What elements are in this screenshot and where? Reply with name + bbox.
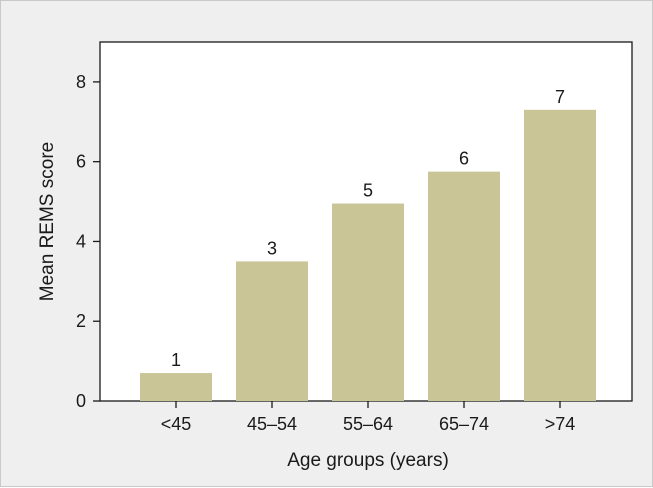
- y-axis-title: Mean REMS score: [37, 142, 58, 301]
- y-axis: 0 2 4 6 8: [76, 72, 100, 411]
- data-label-3: 5: [363, 181, 373, 201]
- y-tick-label-6: 6: [76, 152, 86, 172]
- x-tick-label-5: >74: [545, 414, 576, 434]
- y-tick-label-0: 0: [76, 391, 86, 411]
- bars: [140, 109, 596, 402]
- data-labels: 1 3 5 6 7: [171, 87, 565, 370]
- x-tick-label-1: <45: [161, 414, 192, 434]
- data-label-1: 1: [171, 350, 181, 370]
- x-axis-title: Age groups (years): [287, 450, 449, 471]
- x-tick-label-2: 45–54: [247, 414, 297, 434]
- x-tick-label-4: 65–74: [439, 414, 489, 434]
- y-tick-label-8: 8: [76, 72, 86, 92]
- x-tick-label-3: 55–64: [343, 414, 393, 434]
- x-axis: <45 45–54 55–64 65–74 >74: [161, 401, 576, 434]
- bar-2: [236, 261, 308, 401]
- bar-1: [140, 373, 212, 401]
- data-label-5: 7: [555, 87, 565, 107]
- y-tick-label-2: 2: [76, 311, 86, 331]
- y-tick-label-4: 4: [76, 231, 86, 251]
- bar-3: [332, 203, 404, 401]
- data-label-4: 6: [459, 149, 469, 169]
- bar-5: [524, 109, 596, 402]
- bar-4: [428, 171, 500, 401]
- data-label-2: 3: [267, 238, 277, 258]
